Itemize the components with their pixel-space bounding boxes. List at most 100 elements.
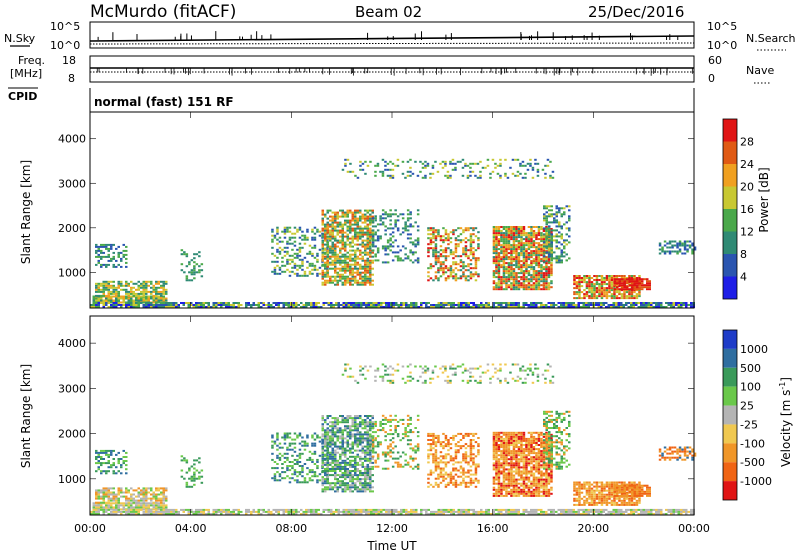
range-cell <box>545 272 548 275</box>
range-cell <box>298 471 302 474</box>
range-cell <box>349 263 352 266</box>
range-cell <box>321 255 324 258</box>
range-cell <box>542 250 546 253</box>
range-cell <box>313 236 317 239</box>
range-cell <box>461 174 465 177</box>
range-cell <box>125 245 128 248</box>
range-cell <box>555 215 558 218</box>
range-cell <box>364 265 367 268</box>
range-cell <box>369 251 372 254</box>
range-cell <box>349 478 352 481</box>
range-cell <box>535 270 538 273</box>
range-cell <box>117 504 120 507</box>
range-cell <box>354 425 357 428</box>
range-cell <box>324 490 327 493</box>
range-cell <box>321 484 324 487</box>
range-cell <box>366 423 369 426</box>
range-cell <box>117 284 120 287</box>
range-cell <box>286 240 289 243</box>
range-cell <box>535 252 538 255</box>
range-cell <box>542 240 546 243</box>
range-cell <box>623 278 626 281</box>
range-cell <box>311 262 314 265</box>
range-cell <box>357 304 360 306</box>
range-cell <box>331 219 334 222</box>
range-cell <box>341 243 344 246</box>
range-cell <box>668 240 672 243</box>
range-cell <box>95 290 98 293</box>
range-cell <box>476 176 480 179</box>
range-cell <box>434 277 438 280</box>
range-cell <box>346 275 349 278</box>
range-cell <box>502 276 506 279</box>
range-cell <box>187 302 190 304</box>
range-cell <box>95 456 98 458</box>
range-cell <box>354 472 357 474</box>
range-cell <box>390 306 393 308</box>
range-cell <box>585 306 588 308</box>
range-cell <box>507 242 511 245</box>
range-cell <box>135 299 138 302</box>
range-cell <box>535 264 538 267</box>
range-cell <box>329 439 332 442</box>
range-cell <box>346 279 349 282</box>
range-cell <box>364 482 367 485</box>
range-cell <box>283 477 287 480</box>
range-cell <box>341 213 344 216</box>
range-cell <box>366 253 369 256</box>
range-cell <box>324 229 327 232</box>
range-cell <box>341 273 344 276</box>
range-cell <box>351 253 354 256</box>
range-cell <box>298 448 302 451</box>
range-cell <box>245 306 248 308</box>
range-cell <box>313 438 317 441</box>
range-cell <box>326 279 329 282</box>
range-cell <box>442 273 445 276</box>
range-cell <box>568 219 571 222</box>
range-cell <box>502 234 506 237</box>
range-cell <box>115 306 118 308</box>
range-cell <box>356 488 359 491</box>
range-cell <box>359 455 362 458</box>
range-cell <box>512 226 516 228</box>
range-cell <box>210 306 213 308</box>
range-cell <box>321 467 324 470</box>
range-cell <box>160 306 163 308</box>
range-cell <box>578 297 581 300</box>
range-cell <box>497 272 501 275</box>
range-cell <box>635 277 639 279</box>
range-cell <box>416 259 420 262</box>
range-cell <box>132 294 135 297</box>
range-cell <box>449 231 453 234</box>
range-cell <box>543 245 546 248</box>
range-cell <box>362 302 365 304</box>
range-cell <box>351 486 354 489</box>
range-cell <box>616 286 619 289</box>
range-cell <box>142 306 145 308</box>
range-cell <box>638 286 641 289</box>
range-cell <box>618 275 621 277</box>
range-cell <box>100 464 103 467</box>
range-cell <box>512 238 516 241</box>
range-cell <box>525 234 528 237</box>
range-cell <box>444 277 448 280</box>
range-cell <box>157 292 160 295</box>
range-cell <box>547 306 550 308</box>
range-cell <box>349 425 352 428</box>
range-cell <box>377 304 380 306</box>
range-cell <box>401 217 405 220</box>
range-cell <box>500 250 503 253</box>
range-cell <box>329 281 332 284</box>
range-cell <box>145 497 148 500</box>
range-cell <box>497 254 501 257</box>
range-cell <box>515 282 518 285</box>
range-cell <box>316 465 319 467</box>
range-cell <box>180 459 184 462</box>
range-cell <box>502 266 506 269</box>
range-cell <box>351 269 354 272</box>
range-cell <box>117 282 120 285</box>
range-cell <box>150 295 153 298</box>
range-cell <box>507 302 510 304</box>
range-cell <box>376 164 380 167</box>
range-cell <box>542 272 546 275</box>
